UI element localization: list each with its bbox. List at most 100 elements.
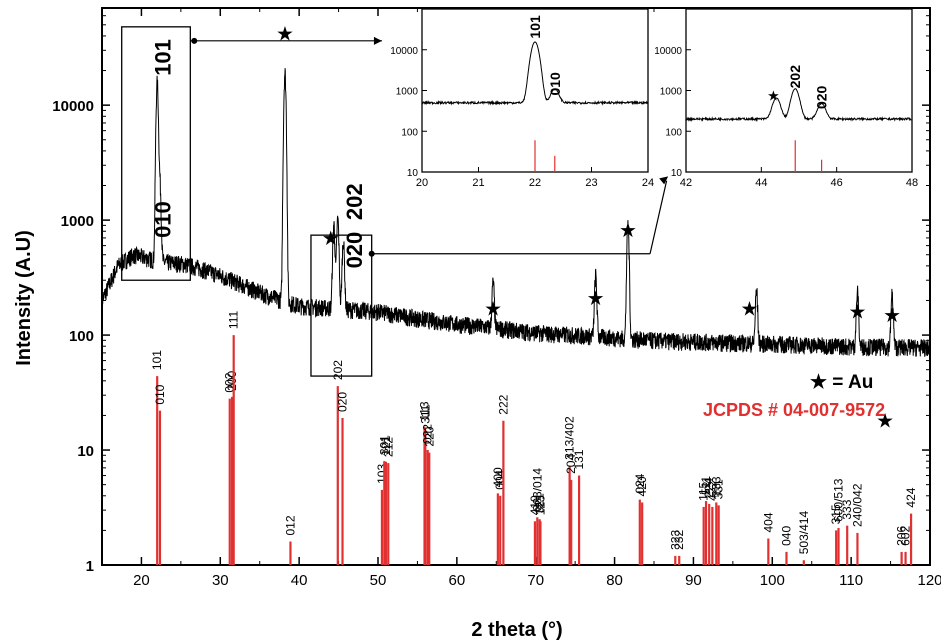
reference-label: 115 <box>697 481 711 500</box>
connector-2b <box>649 180 668 254</box>
peak-label-010: 010 <box>151 201 176 238</box>
y-tick-label: 10000 <box>52 98 94 115</box>
reference-label: 400 <box>491 467 505 487</box>
inset-curve <box>685 88 912 122</box>
inset-y-tick-label: 10 <box>407 168 419 179</box>
reference-label: 101 <box>150 350 164 370</box>
reference-label: 321 <box>533 493 547 513</box>
x-axis-label: 2 theta (°) <box>471 619 562 641</box>
reference-label: 331 <box>712 479 726 499</box>
inset-x-tick-label: 44 <box>755 177 767 189</box>
reference-label: 113 <box>418 401 432 420</box>
inset-peak-label: 202 <box>787 65 803 89</box>
x-tick-label: 110 <box>839 572 863 589</box>
y-tick-label: 1000 <box>61 213 94 230</box>
reference-label: 333 <box>840 499 854 519</box>
inset-y-tick-label: 1000 <box>396 87 419 98</box>
reference-label: 313/402 <box>563 416 577 460</box>
reference-label: 004 <box>493 469 507 489</box>
inset-y-tick-label: 10000 <box>390 46 418 57</box>
reference-label: 204 <box>564 454 578 474</box>
reference-label: 220 <box>422 426 436 446</box>
inset-x-tick-label: 24 <box>642 177 654 189</box>
zoom-box-1 <box>121 26 191 281</box>
inset-x-tick-label: 46 <box>831 177 843 189</box>
inset-curve <box>421 41 648 106</box>
reference-label: 503/414 <box>797 511 811 555</box>
reference-label: 222 <box>496 394 510 414</box>
peak-label-202: 202 <box>342 183 367 220</box>
au-legend: ★ = Au <box>810 372 873 393</box>
au-star: ★ <box>848 302 866 324</box>
reference-label: 123 <box>533 495 547 515</box>
reference-label: 012 <box>283 515 297 535</box>
au-star: ★ <box>740 299 758 321</box>
y-tick-label: 10 <box>77 443 94 460</box>
reference-label: 323 <box>668 530 682 550</box>
reference-label: 420 <box>635 476 649 496</box>
connector-dot-2 <box>368 250 375 257</box>
inset-peak-label: 010 <box>547 72 563 96</box>
peak-label-101: 101 <box>151 39 176 76</box>
reference-label: 024 <box>633 473 647 493</box>
reference-label: 206 <box>895 526 909 546</box>
x-tick-label: 100 <box>760 572 785 589</box>
xrd-curve <box>101 68 931 357</box>
x-tick-label: 30 <box>212 572 229 589</box>
legend-star: ★ <box>876 411 894 433</box>
reference-label: 232 <box>672 530 686 550</box>
inset-1: 20 21 22 23 24 10 100 1000 10000 101 010 <box>390 8 654 189</box>
reference-label: 410 <box>528 495 542 515</box>
reference-label: 301 <box>377 435 391 455</box>
reference-label: 111 <box>227 311 241 330</box>
au-star: ★ <box>484 299 502 321</box>
arrowhead-1 <box>373 36 382 45</box>
inset-2: 42 44 46 48 10 100 1000 10000 ★ 202 020 <box>654 8 918 189</box>
y-axis-label: Intensity (A.U) <box>13 230 35 366</box>
x-tick-label: 60 <box>449 572 466 589</box>
x-tick-label: 40 <box>291 572 308 589</box>
x-tick-label: 70 <box>527 572 544 589</box>
plot-frame <box>101 7 931 566</box>
connector-dot-1 <box>191 37 198 44</box>
reference-label: 602 <box>899 526 913 546</box>
x-tick-label: 20 <box>133 572 150 589</box>
reference-label: 303/014 <box>530 468 544 512</box>
au-star: ★ <box>587 288 605 310</box>
inset-x-tick-label: 20 <box>416 177 428 189</box>
jcpds-label: JCPDS # 04-007-9572 <box>703 400 885 420</box>
au-star: ★ <box>883 305 901 327</box>
au-star: ★ <box>619 220 637 242</box>
arrowhead-2 <box>659 176 669 185</box>
reference-label: 040 <box>779 526 793 546</box>
reference-label: 121 <box>379 435 393 455</box>
x-tick-label: 120 <box>917 572 941 589</box>
reference-label: 424 <box>904 487 918 507</box>
reference-lines: 1010100022001110122020201033012121211133… <box>150 311 918 565</box>
zoom-box-2 <box>310 234 373 377</box>
reference-label: 010 <box>153 384 167 404</box>
inset-y-tick-label: 100 <box>665 127 682 138</box>
reference-label: 020 <box>336 392 350 412</box>
inset-x-tick-label: 21 <box>472 177 484 189</box>
peak-label-020: 020 <box>342 232 367 269</box>
reference-label: 311 <box>418 404 432 423</box>
reference-label: 240/042 <box>850 483 864 527</box>
reference-label: 131 <box>572 449 586 469</box>
inset-y-tick-label: 10000 <box>654 46 682 57</box>
reference-label: 202 <box>331 360 345 380</box>
inset-plots: 20 21 22 23 24 10 100 1000 10000 101 010 42 44 46 48 10… <box>390 8 918 189</box>
reference-label: 133 <box>709 476 723 496</box>
reference-label: 022 <box>421 424 435 444</box>
inset-y-tick-label: 1000 <box>660 87 683 98</box>
inset-y-tick-label: 100 <box>401 127 418 138</box>
x-tick-label: 50 <box>370 572 387 589</box>
y-tick-label: 100 <box>69 328 94 345</box>
reference-label: 224 <box>702 478 716 498</box>
inset-peak-label: 101 <box>527 15 543 39</box>
reference-label: 600/513 <box>832 478 846 522</box>
xrd-pattern <box>101 68 931 357</box>
